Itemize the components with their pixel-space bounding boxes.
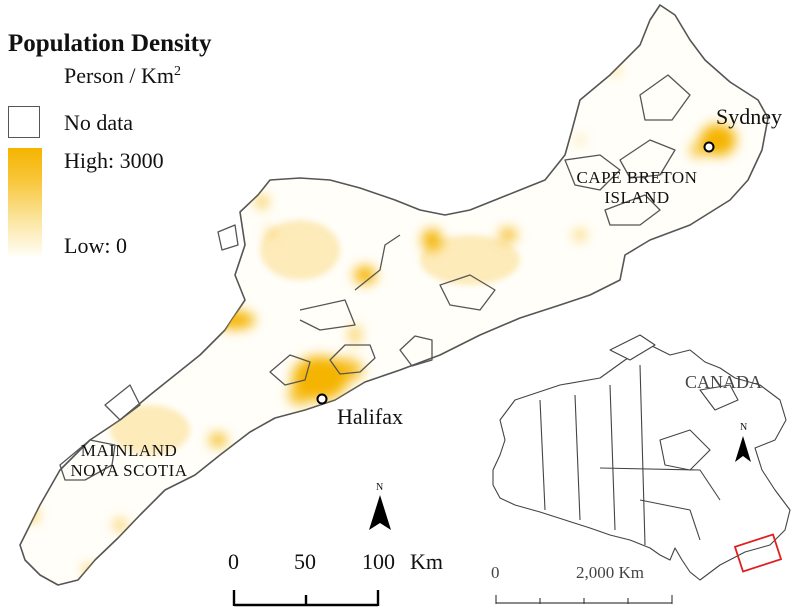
inset-scale-start: 0 — [491, 563, 500, 582]
sydney-marker — [703, 141, 715, 153]
legend-unit-exponent: 2 — [174, 64, 181, 79]
region-label-cape-breton: CAPE BRETON ISLAND — [562, 168, 712, 208]
inset-scale-end: 2,000 Km — [576, 563, 644, 582]
legend-unit: Person / Km2 — [64, 63, 181, 89]
inset-north-label: N — [740, 422, 748, 433]
north-arrow-icon — [369, 495, 391, 530]
city-label-sydney: Sydney — [716, 104, 782, 129]
inset-scale-bar — [495, 595, 673, 604]
region-cape-breton-line1: CAPE BRETON — [576, 168, 698, 187]
city-label-halifax: Halifax — [337, 404, 403, 429]
north-label: N — [376, 482, 384, 493]
scale-bar — [232, 590, 380, 607]
legend-no-data-label: No data — [64, 110, 134, 135]
inset-country-label: CANADA — [685, 372, 763, 392]
scale-tick-100: 100 — [362, 549, 395, 574]
legend-title: Population Density — [8, 30, 212, 57]
legend-high-label: High: 3000 — [64, 148, 164, 173]
density-color-ramp — [8, 148, 42, 256]
legend-low-label: Low: 0 — [64, 233, 127, 258]
legend-unit-base: Person / Km — [64, 63, 174, 88]
region-label-mainland: MAINLAND NOVA SCOTIA — [54, 441, 204, 481]
region-mainland-line2: NOVA SCOTIA — [70, 461, 188, 480]
canada-inset-map — [492, 334, 791, 581]
halifax-marker — [316, 393, 328, 405]
region-mainland-line1: MAINLAND — [80, 441, 178, 460]
inset-north-arrow-icon — [735, 436, 751, 462]
scale-tick-0: 0 — [228, 549, 239, 574]
nova-scotia-landmass — [19, 4, 769, 586]
no-data-swatch — [8, 106, 40, 138]
inland-boundaries — [59, 74, 691, 481]
region-cape-breton-line2: ISLAND — [604, 188, 670, 207]
scale-tick-50: 50 — [294, 549, 316, 574]
scale-unit: Km — [410, 549, 443, 574]
study-area-highlight — [733, 533, 783, 573]
